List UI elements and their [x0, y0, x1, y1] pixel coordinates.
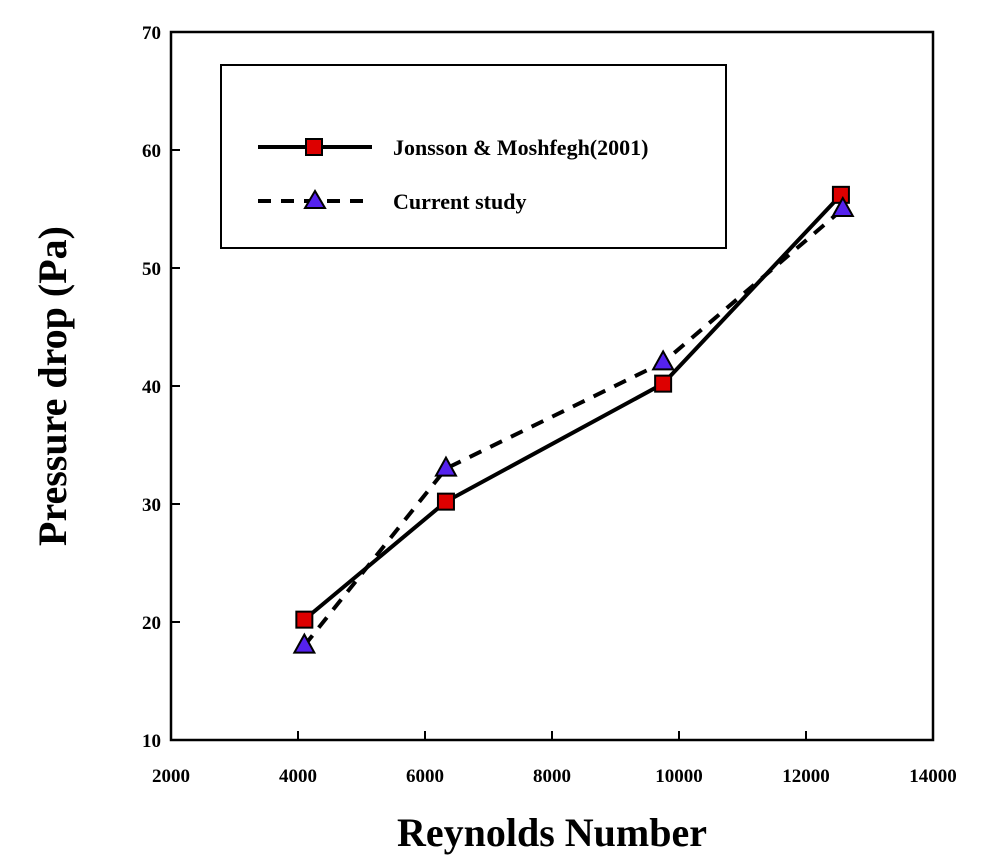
y-tick-label: 60 — [142, 141, 161, 162]
y-tick-label: 40 — [142, 377, 161, 398]
series-1-point — [654, 374, 673, 393]
series-1-line — [303, 193, 843, 622]
x-tick-label: 8000 — [533, 766, 571, 787]
legend-marker-series-1 — [305, 138, 323, 156]
legend-box — [220, 64, 727, 249]
x-tick-label: 14000 — [909, 766, 957, 787]
series-2-point — [831, 195, 855, 217]
legend-label-series-2: Current study — [393, 189, 526, 214]
y-tick-label: 20 — [142, 613, 161, 634]
series-1-point — [295, 610, 314, 629]
x-axis-title: Reynolds Number — [397, 810, 707, 855]
x-tick-label: 10000 — [655, 766, 703, 787]
legend: Jonsson & Moshfegh(2001) Current study — [220, 64, 727, 249]
x-axis: 2000 4000 6000 8000 10000 12000 14000 — [152, 731, 957, 787]
legend-label-series-1: Jonsson & Moshfegh(2001) — [393, 135, 648, 160]
y-tick-label: 30 — [142, 495, 161, 516]
series-1-point — [436, 492, 455, 511]
x-tick-label: 6000 — [406, 766, 444, 787]
series-2-point — [434, 455, 458, 477]
series-layer — [292, 185, 855, 654]
x-tick-label: 12000 — [782, 766, 830, 787]
series-2-point — [292, 632, 317, 654]
y-tick-label: 50 — [142, 259, 161, 280]
x-tick-label: 2000 — [152, 766, 190, 787]
y-tick-label: 70 — [142, 23, 161, 44]
y-axis: 10 20 30 40 50 60 70 — [142, 23, 180, 752]
x-tick-label: 4000 — [279, 766, 317, 787]
legend-marker-series-2 — [303, 189, 327, 209]
series-2-point — [651, 349, 675, 371]
y-axis-title: Pressure drop (Pa) — [30, 226, 75, 546]
y-tick-label: 10 — [142, 731, 161, 752]
series-2-line — [302, 207, 845, 647]
